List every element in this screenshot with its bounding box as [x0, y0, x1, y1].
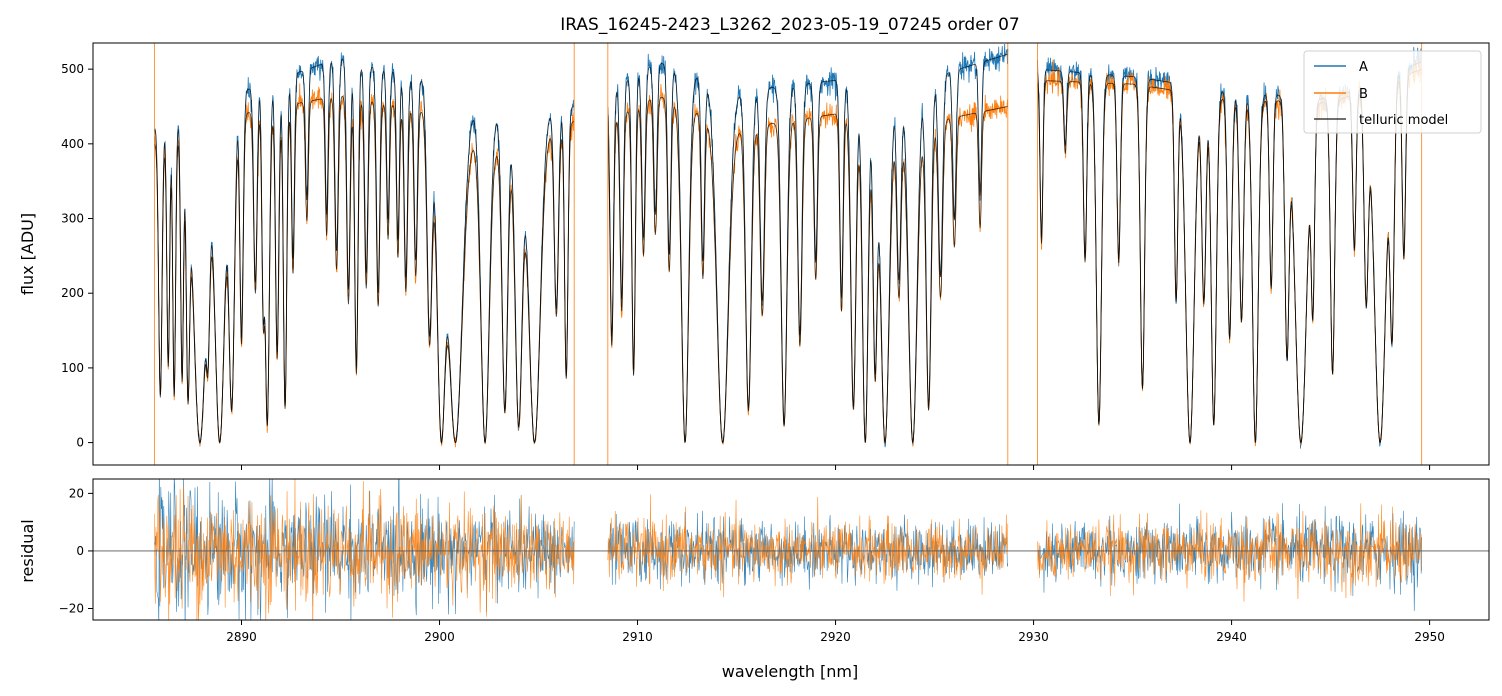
- y-tick-label: −20: [59, 601, 84, 615]
- residual-x-ticks: 2890 2900 2910 2920 2930 2940 2950: [226, 620, 1445, 644]
- y-tick-label: 300: [61, 212, 84, 226]
- flux-panel: 0 100 200 300 400 500 flux [ADU]: [18, 42, 1490, 470]
- y-tick-label: 400: [61, 137, 84, 151]
- x-tick-label: 2940: [1216, 630, 1247, 644]
- x-tick-label: 2910: [622, 630, 653, 644]
- telluric-model-line-b: [154, 68, 1422, 445]
- residual-series-group: [93, 479, 1489, 620]
- legend-label-a: A: [1359, 60, 1368, 75]
- y-tick-label: 200: [61, 286, 84, 300]
- flux-y-label: flux [ADU]: [18, 213, 37, 295]
- y-tick-label: 0: [76, 544, 84, 558]
- residual-series-b-line: [154, 479, 1422, 620]
- y-tick-label: 20: [69, 486, 84, 500]
- flux-axes-frame: [92, 42, 1490, 466]
- x-axis-label: wavelength [nm]: [722, 662, 859, 681]
- y-tick-label: 0: [76, 436, 84, 450]
- legend-label-b: B: [1359, 87, 1368, 102]
- flux-y-ticks: 0 100 200 300 400 500: [61, 62, 93, 450]
- residual-y-ticks: −20 0 20: [59, 486, 93, 615]
- flux-series-group: [153, 43, 1423, 465]
- x-tick-label: 2930: [1018, 630, 1049, 644]
- residual-axes-frame: [92, 478, 1490, 621]
- y-tick-label: 500: [61, 62, 84, 76]
- x-tick-label: 2950: [1414, 630, 1445, 644]
- flux-x-ticks: [241, 465, 1431, 470]
- residual-y-label: residual: [18, 519, 37, 582]
- legend-box: [1303, 50, 1482, 134]
- residual-panel: −20 0 20 2890 2900 2910 2920 2930 2940 2950 resi…: [18, 478, 1490, 681]
- legend-label-model: telluric model: [1359, 113, 1448, 128]
- chart-title: IRAS_16245-2423_L3262_2023-05-19_07245 o…: [560, 15, 1019, 35]
- x-tick-label: 2920: [820, 630, 851, 644]
- y-tick-label: 100: [61, 361, 84, 375]
- legend: A B telluric model: [1303, 50, 1482, 134]
- x-tick-label: 2890: [226, 630, 257, 644]
- x-tick-label: 2900: [424, 630, 455, 644]
